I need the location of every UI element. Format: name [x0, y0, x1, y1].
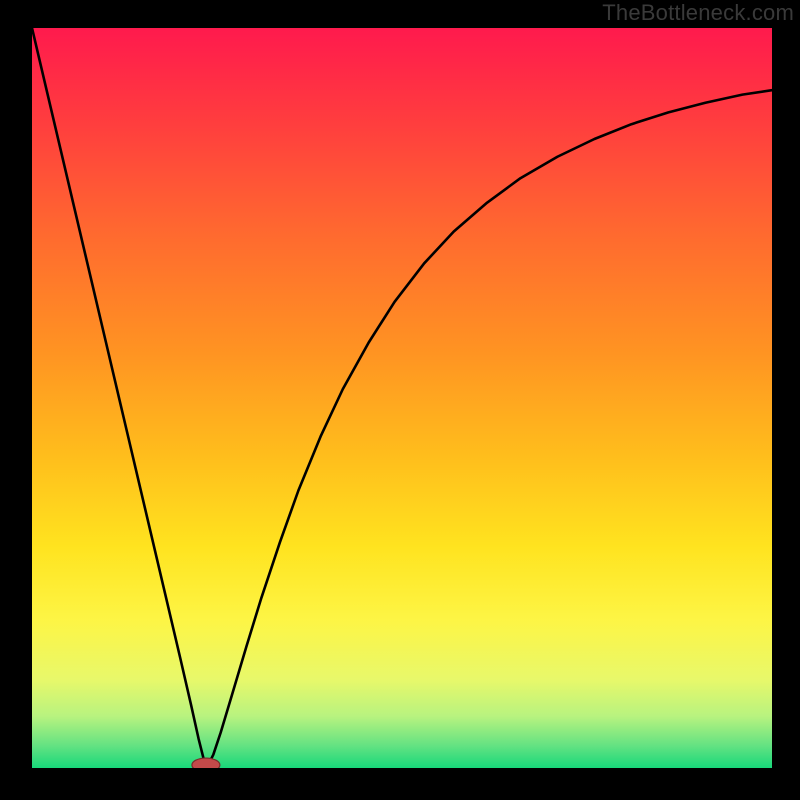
chart-frame: TheBottleneck.com: [0, 0, 800, 800]
gradient-background: [32, 28, 772, 768]
bottleneck-chart: [32, 28, 772, 768]
plot-area: [32, 28, 772, 768]
minimum-marker: [192, 758, 220, 768]
watermark-text: TheBottleneck.com: [602, 0, 800, 26]
